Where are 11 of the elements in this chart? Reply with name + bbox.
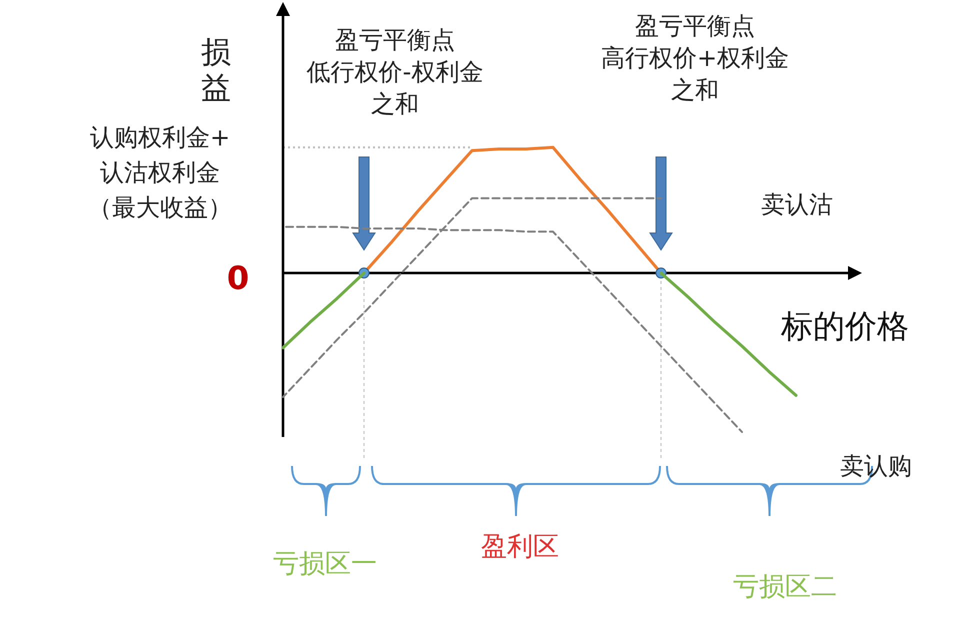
ref-line-label: 认购权利金+认沽权利金（最大收益） — [88, 123, 232, 222]
y-axis-title: 损益 — [201, 35, 231, 106]
annotation: 盈亏平衡点高行权价+权利金之和 — [600, 12, 790, 104]
x-axis-title: 标的价格 — [780, 307, 909, 345]
annotation: 亏损区二 — [733, 572, 837, 602]
text: 卖认购 — [840, 452, 912, 480]
text: 卖认沽 — [761, 190, 833, 218]
annotation: 0 — [226, 259, 250, 297]
annotation: 盈利区 — [481, 532, 559, 562]
annotation: 盈亏平衡点低行权价-权利金之和 — [306, 26, 484, 118]
annotation: 亏损区一 — [273, 549, 377, 579]
